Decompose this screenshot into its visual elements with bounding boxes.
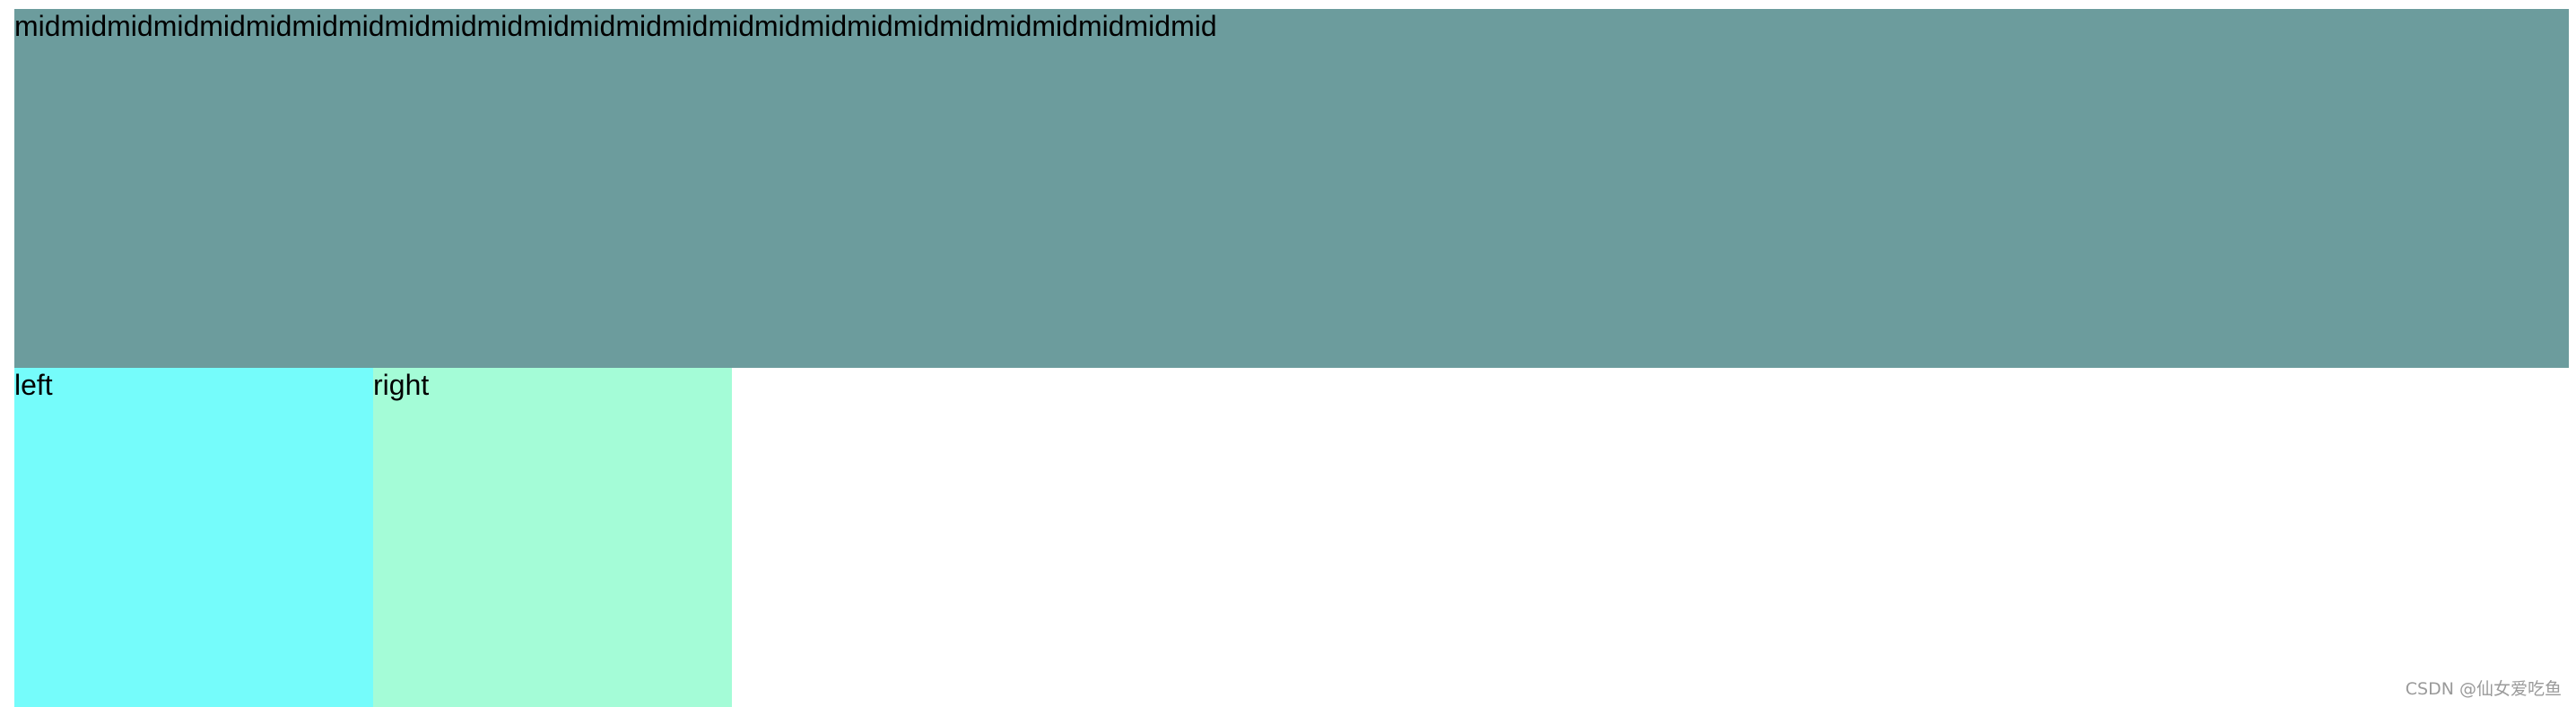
left-column: left: [14, 368, 373, 707]
mid-text: midmidmidmidmidmidmidmidmidmidmidmidmidm…: [14, 10, 1217, 42]
left-text: left: [14, 369, 53, 401]
csdn-watermark: CSDN @仙女爱吃鱼: [2405, 679, 2562, 699]
mid-column: midmidmidmidmidmidmidmidmidmidmidmidmidm…: [14, 9, 2569, 368]
right-column: right: [373, 368, 732, 707]
right-text: right: [373, 369, 430, 401]
